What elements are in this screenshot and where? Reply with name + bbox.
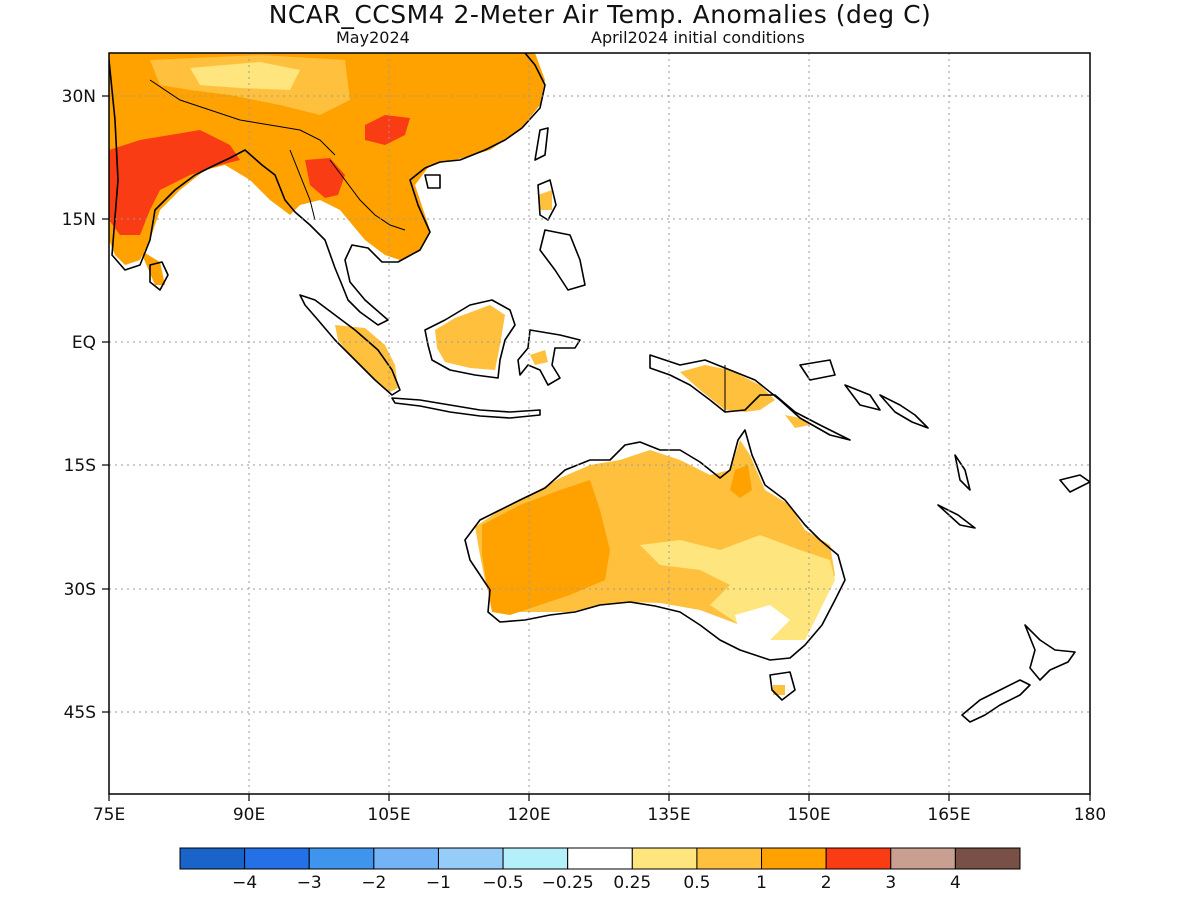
- lat-axis-labels: 30N 15N EQ 15S 30S 45S: [62, 87, 96, 723]
- colorbar-swatch: [825, 847, 892, 870]
- coast-australia: [464, 429, 846, 661]
- forecast-month-label: May2024: [336, 28, 410, 47]
- colorbar-swatch: [696, 847, 763, 870]
- lat-tick-label: 30S: [64, 580, 96, 600]
- anomaly-region-china-hot: [365, 115, 410, 145]
- lon-tick-label: 150E: [787, 805, 830, 825]
- coast-solomons: [879, 394, 929, 429]
- lat-tick-label: 45S: [64, 703, 96, 723]
- colorbar-tick-label: −1: [426, 873, 451, 893]
- colorbar-swatch: [761, 847, 827, 870]
- anomaly-region-new-guinea-east: [785, 415, 810, 428]
- coast-fiji: [1059, 474, 1090, 493]
- anomaly-region-tibet-lighter: [190, 62, 300, 90]
- coast-new-zealand-north: [1024, 624, 1076, 681]
- colorbar-swatch: [567, 847, 633, 870]
- lat-tick-label: 30N: [62, 87, 96, 107]
- lon-tick-label: 135E: [647, 805, 690, 825]
- anomaly-region-australia-east-light: [640, 535, 835, 640]
- coast-philippines-south: [539, 229, 586, 291]
- lon-tick-label: 90E: [233, 805, 265, 825]
- lon-tick-label: 180: [1074, 805, 1106, 825]
- coast-hainan: [424, 174, 441, 189]
- coast-java: [391, 397, 541, 419]
- colorbar-tick-label: −4: [232, 873, 257, 893]
- grid-lines: [109, 53, 1090, 794]
- anomaly-region-new-guinea: [680, 365, 775, 412]
- colorbar-tick-label: −0.5: [482, 873, 523, 893]
- colorbar-swatch: [437, 847, 504, 870]
- border-indochina: [329, 159, 406, 231]
- anomaly-region-australia-west: [482, 480, 610, 615]
- coast-tasmania: [769, 671, 796, 701]
- lon-tick-label: 165E: [927, 805, 970, 825]
- coast-new-caledonia: [937, 504, 976, 529]
- colorbar-tick-label: 2: [821, 873, 832, 893]
- colorbar: −4 −3 −2 −1 −0.5 −0.25 0.25 0.5 1 2 3 4: [179, 847, 1021, 893]
- lon-axis-labels: 75E 90E 105E 120E 135E 150E 165E 180: [93, 805, 1106, 825]
- coastline-layer: [109, 53, 1090, 723]
- colorbar-swatch: [179, 847, 246, 870]
- colorbar-tick-label: 0.25: [613, 873, 651, 893]
- coast-sri-lanka: [149, 261, 169, 291]
- colorbar-swatch: [502, 847, 569, 870]
- coast-sumatra: [299, 294, 401, 396]
- anomaly-region-borneo: [435, 305, 505, 370]
- colorbar-swatch: [373, 847, 439, 870]
- colorbar-swatch: [954, 847, 1021, 870]
- map-frame: [108, 52, 1091, 795]
- figure-title: NCAR_CCSM4 2-Meter Air Temp. Anomalies (…: [268, 0, 932, 29]
- anomaly-region-australia-white: [735, 605, 790, 640]
- colorbar-tick-label: −2: [361, 873, 386, 893]
- colorbar-tick-label: 4: [950, 873, 961, 893]
- anomaly-region-india-hot: [109, 130, 240, 235]
- border-layer: [149, 79, 726, 412]
- lat-tick-label: EQ: [72, 333, 96, 353]
- lat-tick-label: 15S: [64, 456, 96, 476]
- coast-asia-mainland: [109, 53, 546, 326]
- colorbar-swatch: [631, 847, 698, 870]
- colorbar-swatch: [244, 847, 310, 870]
- coast-vanuatu: [954, 454, 971, 491]
- colorbar-tick-label: −0.25: [542, 873, 594, 893]
- axis-ticks: [102, 95, 1091, 801]
- lat-tick-label: 15N: [62, 210, 96, 230]
- anomaly-region-tasmania: [773, 685, 785, 695]
- coast-sulawesi: [517, 329, 581, 386]
- coast-borneo: [424, 299, 516, 379]
- colorbar-tick-label: 1: [756, 873, 767, 893]
- colorbar-tick-label: −3: [297, 873, 322, 893]
- anomaly-region-philippines: [538, 190, 552, 210]
- anomaly-fill-layer: [109, 53, 835, 695]
- coast-png-islands: [799, 359, 881, 411]
- colorbar-swatch: [890, 847, 956, 870]
- anomaly-region-sulawesi: [530, 350, 548, 365]
- anomaly-region-indochina-hot: [305, 158, 345, 198]
- anomaly-region-india-south: [140, 250, 165, 285]
- init-conditions-label: April2024 initial conditions: [591, 28, 805, 47]
- colorbar-swatch: [308, 847, 375, 870]
- colorbar-tick-label: 3: [885, 873, 896, 893]
- lon-tick-label: 75E: [93, 805, 125, 825]
- border-himalaya: [149, 79, 336, 156]
- coast-new-guinea: [649, 354, 851, 441]
- lon-tick-label: 120E: [507, 805, 550, 825]
- coast-taiwan: [534, 127, 549, 161]
- lon-tick-label: 105E: [367, 805, 410, 825]
- anomaly-region-australia-north: [730, 465, 752, 498]
- border-myanmar: [289, 149, 316, 221]
- colorbar-tick-label: 0.5: [683, 873, 710, 893]
- coast-philippines-luzon: [537, 179, 557, 221]
- coast-new-zealand-south: [961, 679, 1031, 723]
